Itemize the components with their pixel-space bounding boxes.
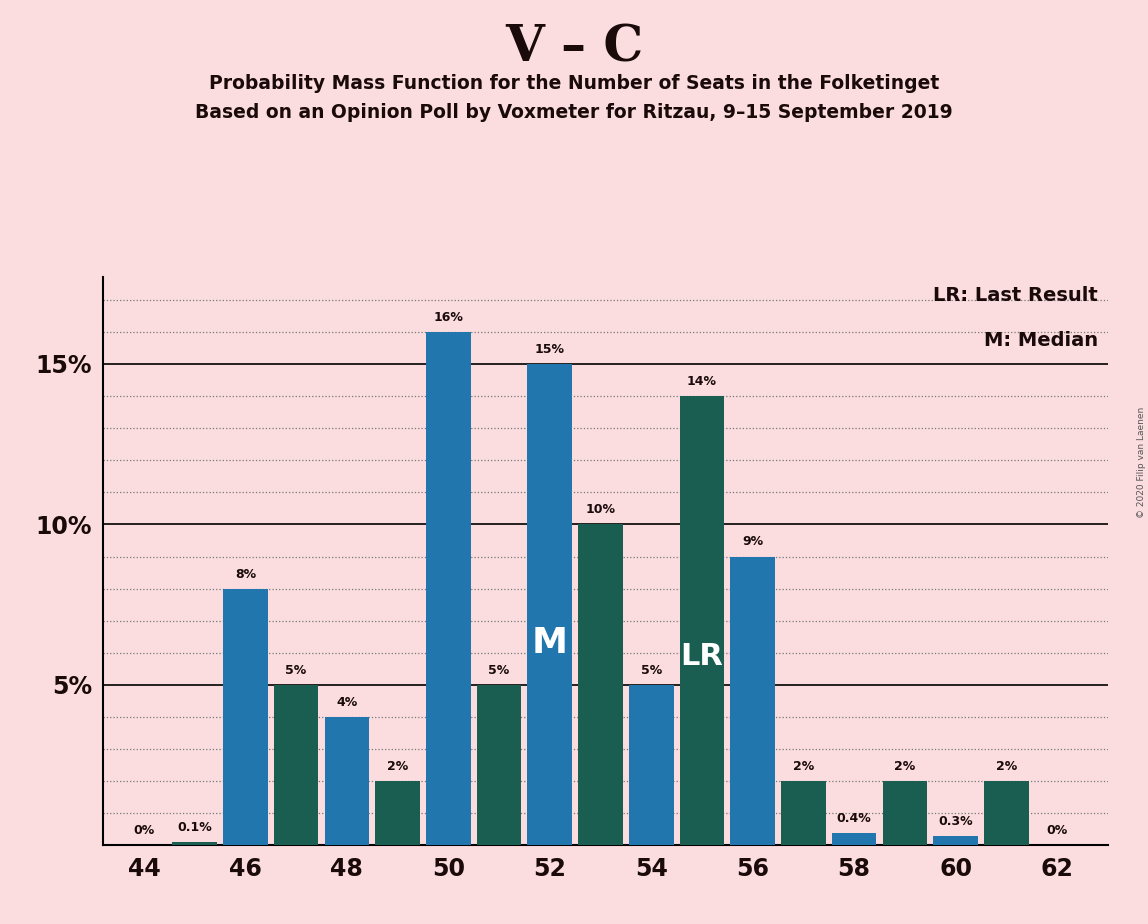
Bar bbox=[730, 556, 775, 845]
Text: LR: LR bbox=[681, 642, 723, 671]
Bar bbox=[223, 589, 267, 845]
Text: 16%: 16% bbox=[433, 310, 464, 323]
Bar bbox=[933, 836, 978, 845]
Text: M: M bbox=[532, 626, 568, 660]
Text: 2%: 2% bbox=[894, 760, 915, 773]
Text: M: Median: M: Median bbox=[984, 331, 1097, 350]
Bar bbox=[680, 396, 724, 845]
Bar bbox=[426, 332, 471, 845]
Text: V – C: V – C bbox=[505, 23, 643, 72]
Bar bbox=[832, 833, 876, 845]
Text: 2%: 2% bbox=[995, 760, 1017, 773]
Text: 10%: 10% bbox=[585, 504, 615, 517]
Text: 4%: 4% bbox=[336, 696, 357, 709]
Text: Based on an Opinion Poll by Voxmeter for Ritzau, 9–15 September 2019: Based on an Opinion Poll by Voxmeter for… bbox=[195, 103, 953, 123]
Text: LR: Last Result: LR: Last Result bbox=[933, 286, 1097, 305]
Bar bbox=[273, 685, 318, 845]
Text: 8%: 8% bbox=[235, 567, 256, 580]
Text: 5%: 5% bbox=[488, 664, 510, 677]
Text: 0.1%: 0.1% bbox=[177, 821, 212, 834]
Bar bbox=[476, 685, 521, 845]
Text: 9%: 9% bbox=[742, 536, 763, 549]
Text: 5%: 5% bbox=[286, 664, 307, 677]
Text: 5%: 5% bbox=[641, 664, 662, 677]
Text: 15%: 15% bbox=[535, 343, 565, 356]
Text: 2%: 2% bbox=[793, 760, 814, 773]
Text: 0.3%: 0.3% bbox=[938, 815, 974, 828]
Text: 0%: 0% bbox=[1047, 824, 1068, 837]
Bar bbox=[375, 782, 420, 845]
Text: © 2020 Filip van Laenen: © 2020 Filip van Laenen bbox=[1137, 407, 1146, 517]
Bar bbox=[629, 685, 674, 845]
Bar bbox=[527, 364, 572, 845]
Text: 14%: 14% bbox=[687, 375, 718, 388]
Text: 0.4%: 0.4% bbox=[837, 811, 871, 824]
Bar bbox=[984, 782, 1029, 845]
Bar bbox=[172, 843, 217, 845]
Text: Probability Mass Function for the Number of Seats in the Folketinget: Probability Mass Function for the Number… bbox=[209, 74, 939, 93]
Text: 2%: 2% bbox=[387, 760, 409, 773]
Bar bbox=[579, 525, 623, 845]
Bar bbox=[883, 782, 928, 845]
Text: 0%: 0% bbox=[133, 824, 155, 837]
Bar bbox=[325, 717, 370, 845]
Bar bbox=[781, 782, 825, 845]
